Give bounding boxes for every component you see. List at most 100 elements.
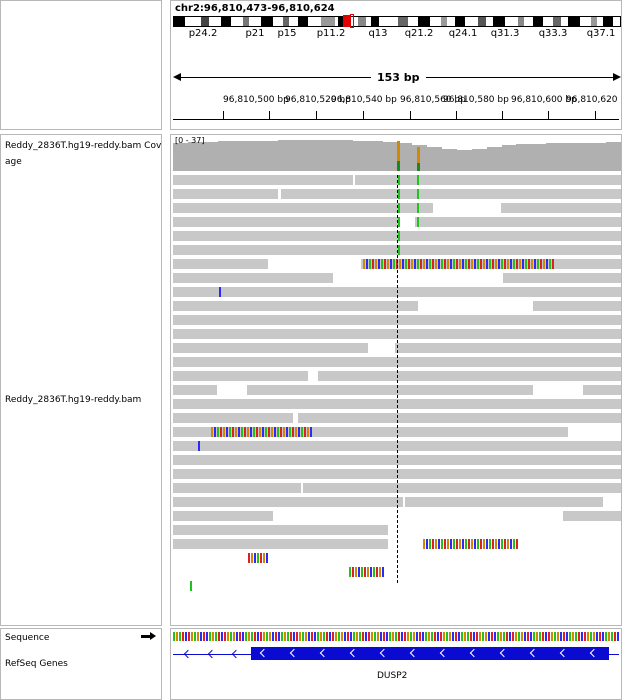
strand-arrow-head bbox=[150, 632, 156, 640]
sequence-base bbox=[260, 632, 262, 641]
read-mismatch bbox=[384, 259, 386, 269]
sequence-base bbox=[350, 632, 352, 641]
read-mismatch bbox=[219, 287, 221, 297]
read-mismatch bbox=[367, 567, 369, 577]
sequence-track[interactable] bbox=[173, 629, 621, 643]
feature-panel[interactable]: DUSP2 bbox=[170, 628, 622, 700]
sequence-base bbox=[206, 632, 208, 641]
band-label: q37.1 bbox=[586, 28, 616, 39]
read-mismatch bbox=[399, 259, 401, 269]
sequence-base bbox=[494, 632, 496, 641]
coverage-bar bbox=[247, 141, 264, 171]
read bbox=[583, 385, 621, 395]
ruler-tick bbox=[363, 111, 364, 119]
sequence-base bbox=[383, 632, 385, 641]
sequence-base bbox=[491, 632, 493, 641]
sequence-base bbox=[419, 632, 421, 641]
sequence-base bbox=[605, 632, 607, 641]
sequence-base bbox=[368, 632, 370, 641]
read-mismatch bbox=[366, 259, 368, 269]
read-mismatch bbox=[420, 259, 422, 269]
coverage-bar bbox=[262, 141, 279, 171]
read-mismatch bbox=[295, 427, 297, 437]
read-mismatch bbox=[507, 259, 509, 269]
read-mismatch bbox=[259, 427, 261, 437]
ideogram-band bbox=[321, 17, 335, 26]
read-mismatch bbox=[304, 427, 306, 437]
sequence-base bbox=[485, 632, 487, 641]
read-mismatch bbox=[260, 553, 262, 563]
read-mismatch bbox=[474, 539, 476, 549]
sequence-base bbox=[425, 632, 427, 641]
read-mismatch bbox=[307, 427, 309, 437]
sequence-base bbox=[245, 632, 247, 641]
read-mismatch bbox=[495, 259, 497, 269]
sequence-track-name[interactable]: Sequence bbox=[5, 633, 50, 643]
sequence-base bbox=[548, 632, 550, 641]
read-mismatch bbox=[387, 259, 389, 269]
coverage-variant-top bbox=[397, 141, 400, 161]
data-names-panel: Reddy_2836T.hg19-reddy.bam Coverage age … bbox=[0, 134, 162, 626]
band-label: p15 bbox=[277, 28, 297, 39]
sequence-base bbox=[200, 632, 202, 641]
read-mismatch bbox=[257, 553, 259, 563]
read-mismatch bbox=[417, 259, 419, 269]
ruler-baseline bbox=[173, 119, 619, 120]
chromosome-ideogram[interactable] bbox=[173, 14, 621, 28]
read-mismatch bbox=[390, 259, 392, 269]
coverage-bar bbox=[277, 140, 293, 171]
read-mismatch bbox=[510, 259, 512, 269]
sequence-base bbox=[320, 632, 322, 641]
read-mismatch bbox=[232, 427, 234, 437]
ideogram-band bbox=[568, 17, 580, 26]
band-label: q13 bbox=[368, 28, 388, 39]
sequence-base bbox=[377, 632, 379, 641]
coverage-bar bbox=[202, 142, 219, 171]
strand-arrow-icon[interactable] bbox=[141, 635, 151, 638]
read-mismatch bbox=[468, 539, 470, 549]
sequence-base bbox=[344, 632, 346, 641]
ruler-panel: chr2:96,810,473-96,810,624 p24.2 p21 p15 p1… bbox=[170, 0, 622, 130]
sequence-base bbox=[338, 632, 340, 641]
sequence-base bbox=[530, 632, 532, 641]
gene-name[interactable]: DUSP2 bbox=[377, 671, 408, 681]
current-region-marker bbox=[350, 14, 354, 28]
coverage-track[interactable]: [0 - 37] bbox=[173, 135, 622, 171]
sequence-base bbox=[524, 632, 526, 641]
read-mismatch bbox=[372, 259, 374, 269]
read-mismatch bbox=[513, 539, 515, 549]
read bbox=[173, 273, 333, 283]
read-mismatch bbox=[266, 553, 268, 563]
refseq-track-name[interactable]: RefSeq Genes bbox=[5, 659, 68, 669]
sequence-base bbox=[194, 632, 196, 641]
read-mismatch bbox=[379, 567, 381, 577]
coverage-track-name[interactable]: Reddy_2836T.hg19-reddy.bam Coverage bbox=[5, 141, 161, 151]
read-variant-A bbox=[398, 203, 400, 213]
read-mismatch bbox=[465, 259, 467, 269]
read-mismatch bbox=[534, 259, 536, 269]
coverage-variant-bottom bbox=[397, 161, 400, 171]
sequence-base bbox=[281, 632, 283, 641]
gene-exon[interactable] bbox=[251, 647, 609, 660]
read bbox=[298, 413, 621, 423]
read-mismatch bbox=[468, 259, 470, 269]
read-variant-A bbox=[398, 231, 400, 241]
sequence-base bbox=[173, 632, 175, 641]
read-mismatch bbox=[414, 259, 416, 269]
sequence-base bbox=[251, 632, 253, 641]
ruler-tick bbox=[456, 111, 457, 119]
read-mismatch bbox=[408, 259, 410, 269]
read bbox=[281, 189, 621, 199]
data-panel[interactable]: [0 - 37] bbox=[170, 134, 622, 626]
alignment-track-name[interactable]: Reddy_2836T.hg19-reddy.bam bbox=[5, 395, 142, 405]
coverage-bar bbox=[337, 140, 353, 171]
sequence-base bbox=[284, 632, 286, 641]
read bbox=[355, 175, 621, 185]
read-mismatch bbox=[513, 259, 515, 269]
read-mismatch bbox=[444, 259, 446, 269]
sequence-base bbox=[341, 632, 343, 641]
sequence-base bbox=[569, 632, 571, 641]
sequence-base bbox=[578, 632, 580, 641]
sequence-base bbox=[353, 632, 355, 641]
ruler-tick bbox=[410, 111, 411, 119]
